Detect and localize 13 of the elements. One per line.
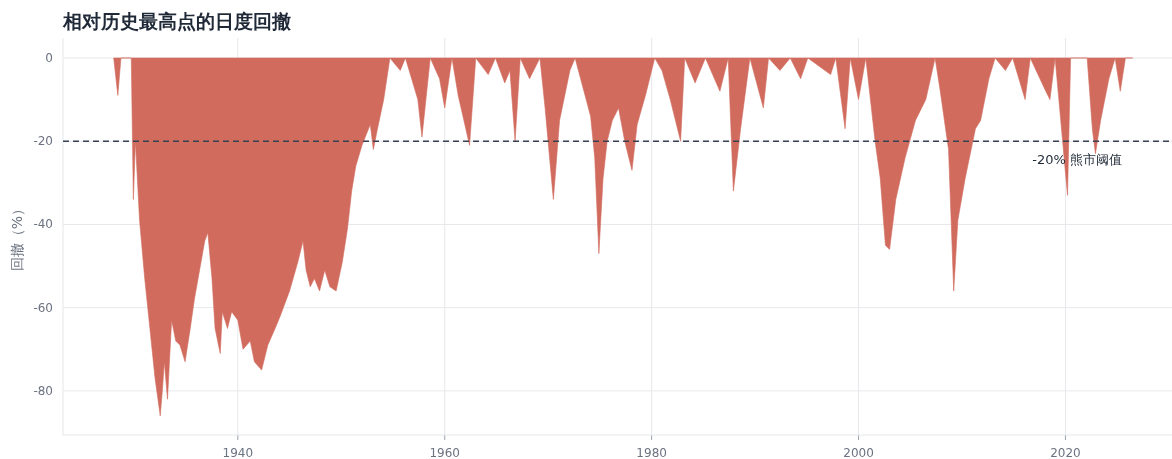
ref-line-label: -20% 熊市阈值: [1032, 152, 1122, 168]
y-tick-label: 0: [45, 50, 53, 65]
y-tick-label: -60: [33, 300, 53, 315]
y-tick-label: -40: [33, 217, 53, 232]
x-tick-label: 2000: [843, 446, 874, 459]
x-tick-label: 1960: [429, 446, 461, 459]
x-tick-label: 1980: [636, 446, 667, 459]
chart-title: 相对历史最高点的日度回撤: [62, 10, 291, 32]
y-axis-title: 回撤（%）: [9, 201, 25, 272]
y-tick-label: -80: [33, 383, 53, 398]
x-tick-label: 1940: [222, 446, 254, 459]
y-tick-label: -20: [33, 134, 53, 149]
x-tick-label: 2020: [1050, 446, 1081, 459]
